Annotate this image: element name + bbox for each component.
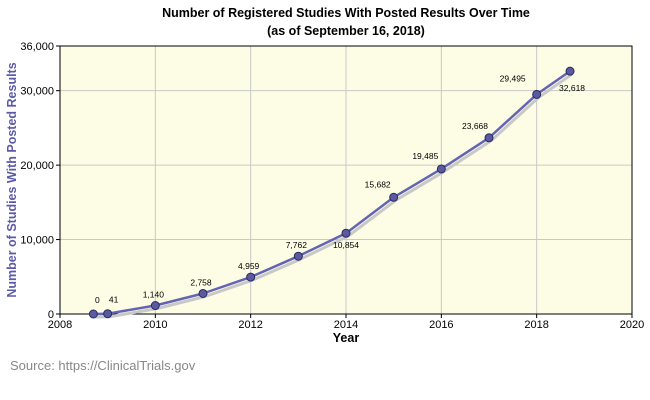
chart-subtitle: (as of September 16, 2018) — [267, 24, 425, 38]
data-point-3 — [198, 288, 208, 298]
data-label-8: 19,485 — [412, 151, 438, 161]
series — [88, 66, 575, 319]
data-label-5: 7,762 — [286, 240, 308, 250]
data-point-8 — [436, 164, 446, 174]
data-label-1: 41 — [109, 295, 119, 305]
x-tick-label-3: 2014 — [334, 319, 358, 331]
y-tick-label-2: 20,000 — [20, 160, 54, 172]
series-shadow-0 — [95, 72, 573, 319]
data-point-7 — [389, 192, 399, 202]
y-axis-ticks: 0 10,000 20,000 30,000 36,000 — [20, 41, 60, 321]
data-point-5 — [293, 251, 303, 261]
data-label-3: 2,758 — [190, 277, 212, 287]
x-tick-label-5: 2018 — [524, 319, 548, 331]
data-label-9: 23,668 — [462, 121, 488, 131]
data-label-6: 10,854 — [333, 240, 359, 250]
y-axis-label: Number of Studies With Posted Results — [5, 62, 19, 297]
data-point-10 — [532, 89, 542, 99]
grid-lines — [59, 45, 633, 315]
data-point-9 — [484, 133, 494, 143]
y-tick-label-3: 30,000 — [20, 86, 54, 98]
data-label-7: 15,682 — [365, 179, 391, 189]
y-tick-label-1: 10,000 — [20, 235, 54, 247]
x-axis-label: Year — [333, 331, 360, 345]
source-note: Source: https://ClinicalTrials.gov — [10, 358, 196, 373]
data-point-11 — [565, 66, 575, 76]
y-tick-label-0: 0 — [48, 309, 54, 321]
data-point-4 — [246, 272, 256, 282]
data-label-4: 4,959 — [238, 261, 260, 271]
x-tick-label-1: 2010 — [143, 319, 167, 331]
data-point-2 — [150, 301, 160, 311]
x-axis-ticks: 2008 2010 2012 2014 2016 2018 2020 — [48, 314, 644, 331]
x-tick-label-0: 2008 — [48, 319, 72, 331]
data-label-10: 29,495 — [500, 73, 526, 83]
x-tick-label-4: 2016 — [429, 319, 453, 331]
data-label-2: 1,140 — [143, 290, 165, 300]
chart-title: Number of Registered Studies With Posted… — [162, 6, 530, 20]
data-point-6 — [341, 228, 351, 238]
series-line-0 — [93, 70, 571, 316]
x-tick-label-6: 2020 — [620, 319, 644, 331]
data-label-0: 0 — [95, 295, 100, 305]
data-labels: 0 41 1,140 2,758 4,959 7,762 10,854 15,682 19,48… — [95, 73, 585, 305]
x-tick-label-2: 2012 — [238, 319, 262, 331]
y-tick-label-4: 36,000 — [20, 41, 54, 53]
data-point-1 — [103, 309, 113, 319]
data-label-11: 32,618 — [559, 83, 585, 93]
data-point-0 — [88, 309, 98, 319]
